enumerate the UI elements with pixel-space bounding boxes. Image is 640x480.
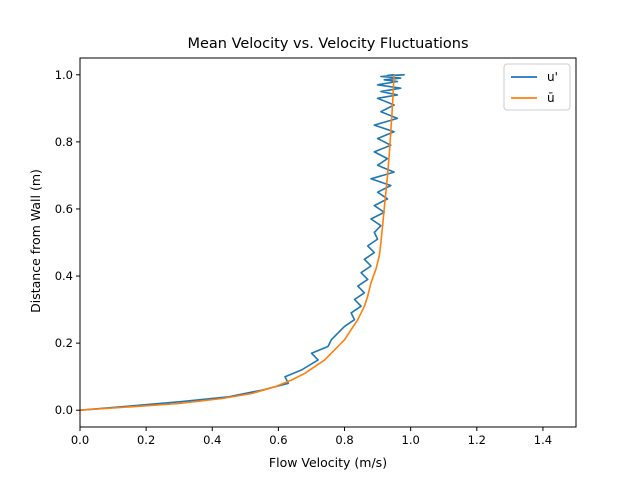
series-line-0 bbox=[79, 74, 405, 411]
legend-label: ū bbox=[547, 91, 555, 105]
x-tick-label: 1.2 bbox=[468, 433, 486, 447]
x-tick-label: 0.2 bbox=[137, 433, 155, 447]
x-tick-label: 0.8 bbox=[335, 433, 353, 447]
y-tick-label: 0.4 bbox=[55, 269, 73, 283]
axes-frame bbox=[79, 57, 577, 428]
chart-title: Mean Velocity vs. Velocity Fluctuations bbox=[187, 36, 468, 52]
y-axis-label: Distance from Wall (m) bbox=[28, 169, 43, 313]
x-tick-label: 0.4 bbox=[203, 433, 221, 447]
x-axis-label: Flow Velocity (m/s) bbox=[269, 455, 387, 470]
legend: u' ū bbox=[503, 63, 571, 111]
x-axis: 0.0 0.2 0.4 0.6 0.8 1.0 1.2 1.4 bbox=[71, 427, 552, 447]
legend-label: u' bbox=[547, 70, 558, 84]
y-tick-label: 0.6 bbox=[55, 202, 73, 216]
legend-box bbox=[503, 63, 571, 111]
x-tick-label: 1.0 bbox=[402, 433, 420, 447]
x-tick-label: 0.6 bbox=[269, 433, 287, 447]
x-tick-label: 0.0 bbox=[71, 433, 89, 447]
y-axis: 0.0 0.2 0.4 0.6 0.8 1.0 bbox=[55, 68, 80, 417]
y-tick-label: 0.8 bbox=[55, 135, 73, 149]
y-tick-label: 0.2 bbox=[55, 336, 73, 350]
series-line-1 bbox=[79, 74, 395, 411]
plot-area bbox=[79, 74, 405, 411]
y-tick-label: 0.0 bbox=[55, 403, 73, 417]
x-tick-label: 1.4 bbox=[534, 433, 552, 447]
y-tick-label: 1.0 bbox=[55, 68, 73, 82]
